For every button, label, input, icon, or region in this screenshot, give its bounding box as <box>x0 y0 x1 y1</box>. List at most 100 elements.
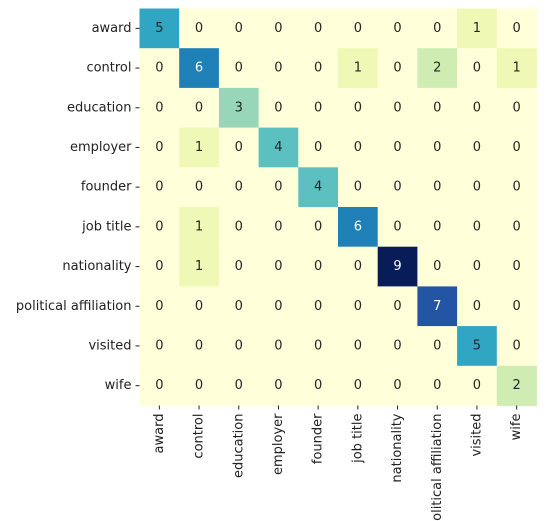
cell-value-r1-c7: 2 <box>433 61 441 76</box>
cell-value-r7-c2: 0 <box>235 299 243 314</box>
y-tick-label-3: employer <box>70 140 132 155</box>
cell-value-r2-c6: 0 <box>393 100 401 115</box>
cell-value-r9-c5: 0 <box>354 378 362 393</box>
cell-value-r8-c9: 0 <box>513 338 521 353</box>
y-tick-label-1: control <box>86 61 131 76</box>
cell-value-r6-c9: 0 <box>513 259 521 274</box>
cell-value-r1-c3: 0 <box>274 61 282 76</box>
cell-value-r0-c4: 0 <box>314 21 322 36</box>
cell-value-r5-c3: 0 <box>274 219 282 234</box>
cell-value-r4-c7: 0 <box>433 180 441 195</box>
cell-value-r5-c9: 0 <box>513 219 521 234</box>
cell-value-r9-c6: 0 <box>393 378 401 393</box>
cell-value-r3-c1: 1 <box>195 140 203 155</box>
y-tick-label-4: founder <box>81 180 132 195</box>
cell-value-r1-c0: 0 <box>155 61 163 76</box>
cell-value-r5-c6: 0 <box>393 219 401 234</box>
cell-value-r2-c3: 0 <box>274 100 282 115</box>
cell-value-r4-c8: 0 <box>473 180 481 195</box>
cell-value-r5-c4: 0 <box>314 219 322 234</box>
cell-value-r8-c0: 0 <box>155 338 163 353</box>
y-tick-label-0: award <box>92 21 132 36</box>
cell-value-r5-c1: 1 <box>195 219 203 234</box>
y-axis-labels: award control education employer founder job … <box>16 21 140 393</box>
cell-value-r0-c5: 0 <box>354 21 362 36</box>
y-tick-label-7: political affiliation <box>16 299 132 314</box>
cell-value-r3-c4: 0 <box>314 140 322 155</box>
y-tick-label-9: wife <box>105 378 132 393</box>
cell-value-r0-c3: 0 <box>274 21 282 36</box>
cell-value-r2-c7: 0 <box>433 100 441 115</box>
cell-value-r9-c8: 0 <box>473 378 481 393</box>
cell-value-r4-c2: 0 <box>235 180 243 195</box>
y-tick-label-8: visited <box>88 338 131 353</box>
cell-value-r2-c0: 0 <box>155 100 163 115</box>
cell-value-r2-c9: 0 <box>513 100 521 115</box>
cell-value-r7-c4: 0 <box>314 299 322 314</box>
cell-value-r4-c3: 0 <box>274 180 282 195</box>
x-tick-label-5: job title <box>350 414 365 464</box>
cell-value-r3-c2: 0 <box>235 140 243 155</box>
cell-value-r2-c2: 3 <box>235 100 243 115</box>
cell-value-r3-c7: 0 <box>433 140 441 155</box>
cell-value-r2-c5: 0 <box>354 100 362 115</box>
cell-value-r0-c7: 0 <box>433 21 441 36</box>
cell-value-r6-c5: 0 <box>354 259 362 274</box>
cell-value-r1-c1: 6 <box>195 61 203 76</box>
cell-value-r6-c3: 0 <box>274 259 282 274</box>
cell-value-r9-c2: 0 <box>235 378 243 393</box>
cell-value-r2-c4: 0 <box>314 100 322 115</box>
x-tick-label-3: employer <box>271 413 286 475</box>
cell-value-r6-c2: 0 <box>235 259 243 274</box>
cell-value-r2-c8: 0 <box>473 100 481 115</box>
cell-value-r1-c2: 0 <box>235 61 243 76</box>
cell-value-r4-c9: 0 <box>513 180 521 195</box>
cell-value-r8-c6: 0 <box>393 338 401 353</box>
cell-value-r3-c9: 0 <box>513 140 521 155</box>
cell-value-r9-c7: 0 <box>433 378 441 393</box>
cell-value-r9-c3: 0 <box>274 378 282 393</box>
cell-value-r0-c6: 0 <box>393 21 401 36</box>
x-tick-label-4: founder <box>311 413 326 464</box>
cell-value-r6-c0: 0 <box>155 259 163 274</box>
cell-value-r8-c2: 0 <box>235 338 243 353</box>
cell-value-r8-c1: 0 <box>195 338 203 353</box>
cell-value-r1-c5: 1 <box>354 61 362 76</box>
cell-value-r6-c7: 0 <box>433 259 441 274</box>
x-tick-label-1: control <box>192 414 207 459</box>
cell-value-r9-c9: 2 <box>513 378 521 393</box>
x-tick-label-2: education <box>231 414 246 479</box>
cell-value-r6-c1: 1 <box>195 259 203 274</box>
cell-value-r6-c8: 0 <box>473 259 481 274</box>
cell-value-r3-c6: 0 <box>393 140 401 155</box>
cell-value-r0-c1: 0 <box>195 21 203 36</box>
x-tick-label-8: visited <box>469 414 484 457</box>
cell-value-r4-c4: 4 <box>314 180 322 195</box>
cell-value-r7-c3: 0 <box>274 299 282 314</box>
cell-value-r0-c0: 5 <box>155 21 163 36</box>
cell-value-r8-c4: 0 <box>314 338 322 353</box>
cell-value-r3-c0: 0 <box>155 140 163 155</box>
cell-value-r7-c1: 0 <box>195 299 203 314</box>
cell-value-r5-c0: 0 <box>155 219 163 234</box>
cell-value-r3-c5: 0 <box>354 140 362 155</box>
cell-value-r4-c1: 0 <box>195 180 203 195</box>
cell-value-r6-c4: 0 <box>314 259 322 274</box>
cell-value-r5-c7: 0 <box>433 219 441 234</box>
cell-value-r7-c8: 0 <box>473 299 481 314</box>
cell-value-r5-c8: 0 <box>473 219 481 234</box>
y-tick-label-6: nationality <box>62 259 131 274</box>
cell-value-r4-c0: 0 <box>155 180 163 195</box>
x-tick-label-6: nationality <box>390 413 405 482</box>
cell-value-r8-c3: 0 <box>274 338 282 353</box>
cell-value-r8-c7: 0 <box>433 338 441 353</box>
cell-value-r2-c1: 0 <box>195 100 203 115</box>
cell-value-r6-c6: 9 <box>393 259 401 274</box>
cell-value-r0-c9: 0 <box>513 21 521 36</box>
cell-value-r5-c2: 0 <box>235 219 243 234</box>
cell-value-r7-c9: 0 <box>513 299 521 314</box>
cell-value-r7-c7: 7 <box>433 299 441 314</box>
cell-value-r0-c8: 1 <box>473 21 481 36</box>
cell-value-r7-c6: 0 <box>393 299 401 314</box>
